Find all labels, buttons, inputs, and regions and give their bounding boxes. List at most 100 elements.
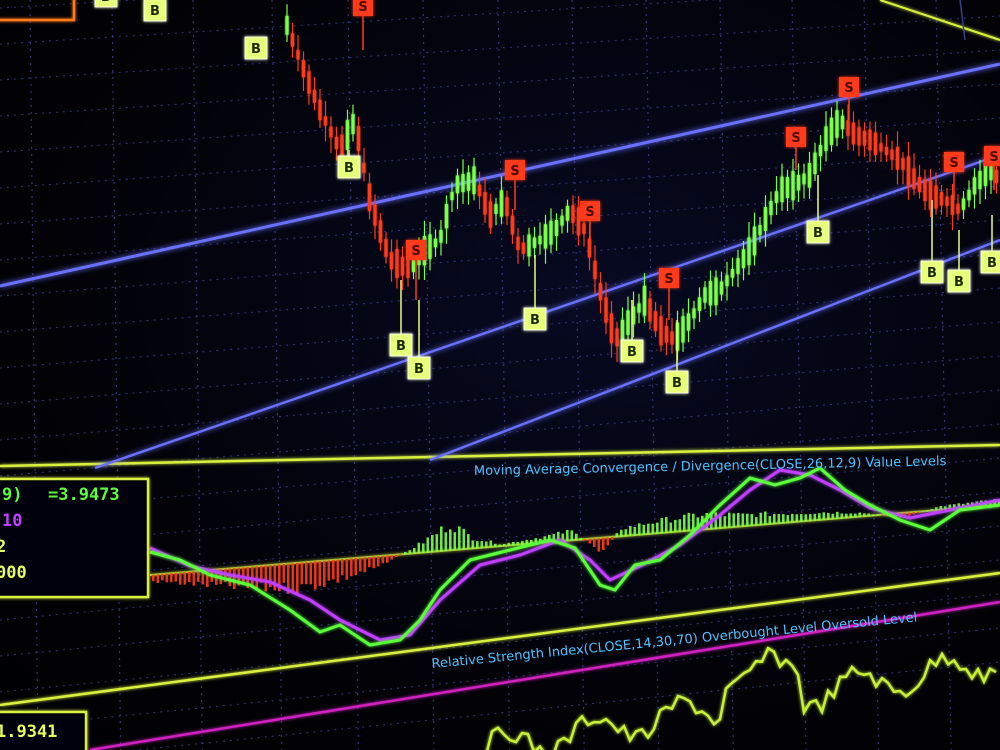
candle-body (395, 248, 399, 279)
macd-histogram-bar (611, 537, 614, 540)
macd-histogram-bar (822, 512, 826, 521)
macd-histogram-bar (377, 556, 380, 567)
candle-body (714, 277, 718, 306)
candle-body (400, 256, 405, 276)
macd-histogram-bar (791, 513, 794, 523)
macd-histogram-bar (161, 574, 164, 581)
macd-histogram-bar (696, 517, 700, 531)
macd-histogram-bar (620, 529, 623, 537)
macd-histogram-bar (399, 554, 403, 556)
sell-marker-label: S (949, 156, 958, 171)
candle-body (736, 258, 740, 274)
candle-body (730, 269, 735, 278)
macd-histogram-bar (332, 560, 335, 580)
sell-marker-label: S (585, 205, 594, 220)
macd-histogram-bar (170, 573, 173, 583)
macd-histogram-bar (917, 511, 920, 513)
macd-histogram-bar (723, 516, 727, 529)
macd-histogram-bar (368, 557, 371, 568)
macd-histogram-bar (737, 512, 740, 528)
macd-histogram-bar (354, 558, 358, 575)
candle-body (956, 203, 960, 214)
trend-lines (0, 62, 1000, 470)
macd-panel-title: Moving Average Convergence / Divergence(… (474, 454, 947, 479)
buy-marker-label: B (414, 362, 424, 377)
trend-line-middle (94, 153, 1000, 470)
candle-body (488, 201, 493, 228)
candle-body (862, 130, 867, 146)
macd-histogram-bar (282, 564, 286, 583)
macd-histogram-bar (579, 537, 583, 541)
macd-histogram-bar (471, 540, 475, 550)
candle-body (818, 144, 823, 157)
macd-histogram-bar (687, 512, 691, 532)
candle-body (934, 185, 938, 209)
macd-histogram-bar (629, 526, 632, 537)
macd-histogram-bar (782, 514, 785, 524)
macd-histogram-bar (318, 561, 322, 586)
buy-marker (947, 269, 971, 293)
macd-histogram-bar (557, 531, 560, 542)
candle-body (758, 225, 762, 235)
sell-marker-label: S (358, 0, 367, 15)
macd-histogram-bar (453, 532, 457, 551)
candle-body (285, 15, 289, 35)
grid-vertical-line (111, 0, 122, 750)
sell-marker (984, 146, 1000, 166)
candle-body (741, 249, 746, 269)
macd-histogram-bar (642, 524, 646, 535)
macd-histogram-bar (746, 513, 749, 527)
macd-histogram-bar (953, 504, 956, 510)
candle-body (774, 191, 779, 203)
macd-histogram-bar (692, 513, 695, 531)
macd-histogram-bar (444, 532, 448, 552)
rsi-line (486, 646, 997, 750)
macd-histogram-bar (588, 538, 592, 544)
macd-histogram-bar (683, 514, 686, 532)
macd-legend-value: =3.9473 (48, 485, 120, 505)
candle-body (593, 260, 597, 280)
macd-legend-period: 9) (2, 485, 22, 505)
macd-histogram-bar (575, 533, 578, 541)
macd-histogram-bar (849, 513, 853, 518)
macd-histogram-bar (179, 572, 182, 585)
macd-legend-line2: 10 (2, 511, 22, 531)
macd-histogram-bar (174, 572, 178, 582)
grid-horizontal-line (0, 253, 1000, 333)
macd-histogram-bar (804, 514, 808, 522)
macd-histogram-bar (926, 510, 929, 512)
macd-histogram-bar (719, 514, 722, 529)
candle-body (626, 310, 630, 335)
candle-body (653, 311, 658, 331)
buy-marker (143, 0, 167, 22)
macd-histogram-bar (260, 565, 263, 583)
candle-body (796, 174, 801, 191)
macd-histogram-bar (359, 557, 362, 572)
candle-body (928, 180, 933, 210)
candle-body (752, 226, 757, 256)
macd-histogram-bar (921, 511, 925, 512)
macd-histogram-bar (480, 541, 484, 549)
candle-body (499, 190, 504, 217)
macd-histogram-bar (386, 555, 389, 563)
macd-histogram-bar (390, 555, 394, 560)
macd-histogram-bar (795, 514, 799, 523)
candle-body (697, 297, 702, 311)
candle-body (961, 198, 966, 210)
candle-body (879, 143, 883, 152)
candle-body (648, 298, 652, 322)
macd-histogram-bar (836, 511, 839, 520)
candle-body (791, 171, 795, 201)
macd-histogram-bar (800, 514, 803, 522)
macd-histogram-bar (732, 513, 736, 528)
macd-panel-top-border (0, 443, 1000, 468)
macd-histogram-bar (300, 562, 304, 585)
grid-horizontal-line (0, 321, 1000, 405)
grid-horizontal-line (0, 15, 1000, 81)
candle-body (939, 192, 944, 206)
macd-histogram-bar (939, 505, 943, 511)
rsi-panel (486, 646, 997, 750)
trend-line-lower (429, 238, 1000, 462)
candle-body (598, 283, 603, 301)
